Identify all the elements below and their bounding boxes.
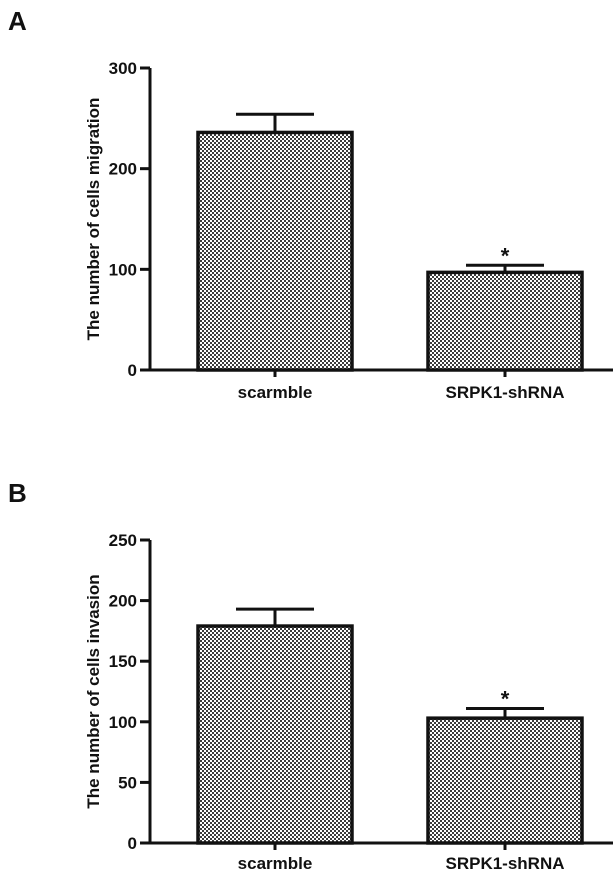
significance-marker: * [501, 243, 510, 268]
y-axis-title: The number of cells invasion [84, 574, 103, 808]
bar-1 [426, 270, 584, 372]
y-tick-label: 200 [109, 160, 137, 179]
panel-letter-a: A [8, 6, 27, 36]
y-tick-label: 200 [109, 592, 137, 611]
y-tick-label: 0 [128, 361, 137, 380]
y-tick-label: 100 [109, 260, 137, 279]
bar-0 [196, 130, 354, 372]
category-label: scarmble [238, 383, 313, 402]
bar-1 [426, 716, 584, 845]
category-label: SRPK1-shRNA [445, 854, 564, 873]
bar-0 [196, 624, 354, 845]
y-tick-label: 300 [109, 59, 137, 78]
y-tick-label: 250 [109, 531, 137, 550]
y-axis-title: The number of cells migration [84, 98, 103, 341]
significance-marker: * [501, 686, 510, 711]
y-tick-label: 150 [109, 652, 137, 671]
y-tick-label: 100 [109, 713, 137, 732]
chart-migration: scarmble * SRPK1-shRNA 0 100 200 300 The number… [84, 59, 613, 402]
chart-invasion: scarmble * SRPK1-shRNA 0 50 100 150 200 250 The n… [84, 531, 613, 873]
panel-letter-b: B [8, 478, 27, 508]
y-tick-label: 50 [118, 773, 137, 792]
y-tick-label: 0 [128, 834, 137, 853]
category-label: SRPK1-shRNA [445, 383, 564, 402]
category-label: scarmble [238, 854, 313, 873]
